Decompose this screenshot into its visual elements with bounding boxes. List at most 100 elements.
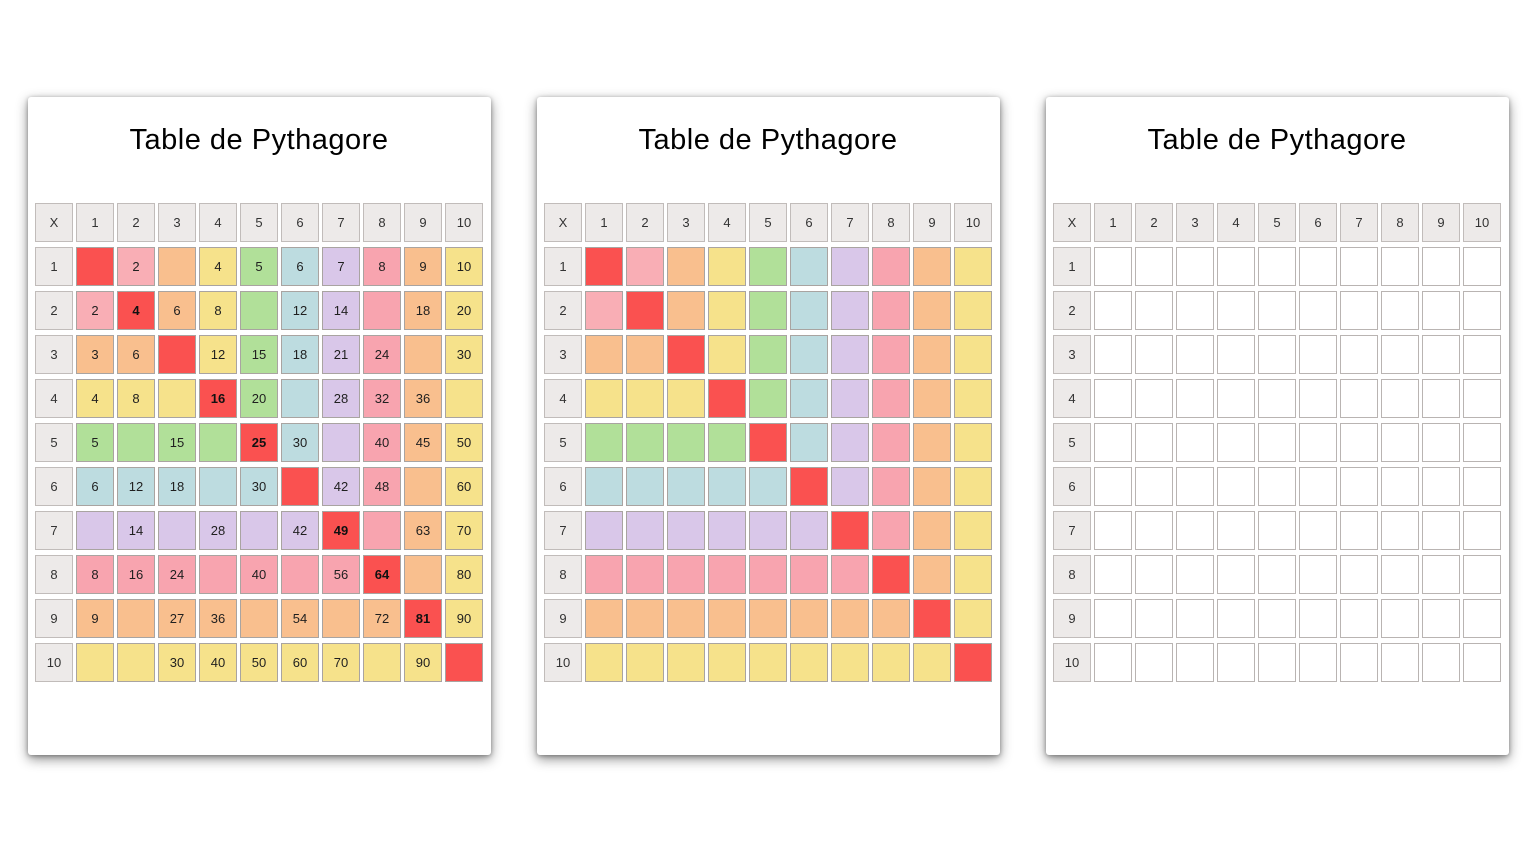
row-header-cell: 3 (1053, 334, 1091, 374)
grid-cell: 70 (322, 642, 360, 682)
grid-cell (1340, 554, 1378, 594)
grid-cell (117, 642, 155, 682)
column-header-cell: 2 (117, 202, 155, 242)
grid-cell (585, 598, 623, 638)
grid-cell (749, 466, 787, 506)
grid-cell (626, 554, 664, 594)
grid-cell (1258, 334, 1296, 374)
grid-cell (1463, 510, 1501, 550)
row-header-cell: 5 (1053, 422, 1091, 462)
grid-cell (749, 598, 787, 638)
column-header-cell: 9 (913, 202, 951, 242)
grid-cell: 32 (363, 378, 401, 418)
grid-cell (831, 334, 869, 374)
grid-cell (626, 246, 664, 286)
grid-cell (954, 554, 992, 594)
grid-cell (1299, 422, 1337, 462)
column-header-cell: 2 (626, 202, 664, 242)
grid-cell: 72 (363, 598, 401, 638)
column-header-cell: 6 (1299, 202, 1337, 242)
grid-cell (158, 510, 196, 550)
grid-cell (790, 378, 828, 418)
grid-cell (1299, 246, 1337, 286)
grid-cell (1176, 510, 1214, 550)
row-header-cell: 2 (544, 290, 582, 330)
grid-cell (281, 378, 319, 418)
grid-cell (954, 642, 992, 682)
row-header-cell: 4 (1053, 378, 1091, 418)
grid-cell (445, 642, 483, 682)
grid-cell (1217, 378, 1255, 418)
grid-cell (585, 466, 623, 506)
grid-cell (1176, 422, 1214, 462)
grid-cell (667, 334, 705, 374)
grid-cell (1094, 422, 1132, 462)
grid-cell (1299, 510, 1337, 550)
grid-cell (790, 554, 828, 594)
grid-cell (872, 334, 910, 374)
grid-cell: 15 (158, 422, 196, 462)
grid-cell (626, 642, 664, 682)
grid-cell (404, 334, 442, 374)
grid-cell: 56 (322, 554, 360, 594)
column-header-cell: 3 (1176, 202, 1214, 242)
grid-cell (872, 642, 910, 682)
grid-cell (954, 378, 992, 418)
grid-cell (913, 422, 951, 462)
grid-cell (749, 334, 787, 374)
grid-cell (1463, 466, 1501, 506)
grid-cell (626, 290, 664, 330)
grid-cell (281, 554, 319, 594)
grid-cell (240, 290, 278, 330)
grid-cell (158, 334, 196, 374)
grid-cell (1299, 598, 1337, 638)
grid-cell (585, 642, 623, 682)
grid-cell (749, 422, 787, 462)
grid-cell (1217, 510, 1255, 550)
grid-cell (1258, 378, 1296, 418)
grid-cell (199, 422, 237, 462)
column-header-cell: 7 (1340, 202, 1378, 242)
grid-cell (790, 510, 828, 550)
grid-cell (1176, 334, 1214, 374)
grid-cell (1217, 422, 1255, 462)
grid-cell (1217, 598, 1255, 638)
grid-cell (585, 422, 623, 462)
grid-cell (1135, 246, 1173, 286)
grid-cell: 80 (445, 554, 483, 594)
grid-cell (76, 510, 114, 550)
grid-cell (708, 246, 746, 286)
grid-cell (76, 642, 114, 682)
grid-cell: 8 (117, 378, 155, 418)
column-header-cell: 6 (281, 202, 319, 242)
grid-cell (954, 334, 992, 374)
grid-cell: 15 (240, 334, 278, 374)
grid-cell: 14 (117, 510, 155, 550)
grid-cell (363, 510, 401, 550)
grid-cell: 40 (199, 642, 237, 682)
grid-cell (667, 466, 705, 506)
grid-cell (404, 554, 442, 594)
grid-cell (1463, 378, 1501, 418)
grid-cell (831, 378, 869, 418)
grid-cell (1422, 510, 1460, 550)
grid-cell (913, 598, 951, 638)
grid-cell (872, 554, 910, 594)
grid-cell (749, 246, 787, 286)
row-header-cell: 5 (544, 422, 582, 462)
grid-cell (708, 642, 746, 682)
row-header-cell: 3 (544, 334, 582, 374)
grid-cell: 20 (445, 290, 483, 330)
grid-cell (708, 422, 746, 462)
grid-cell (954, 422, 992, 462)
grid-cell (1217, 334, 1255, 374)
grid-cell (626, 334, 664, 374)
grid-cell: 20 (240, 378, 278, 418)
grid-cell (872, 290, 910, 330)
grid-cell: 28 (199, 510, 237, 550)
grid-cell (1135, 510, 1173, 550)
grid-cell: 9 (404, 246, 442, 286)
grid-cell (708, 510, 746, 550)
grid-cell (585, 554, 623, 594)
grid-cell (954, 466, 992, 506)
